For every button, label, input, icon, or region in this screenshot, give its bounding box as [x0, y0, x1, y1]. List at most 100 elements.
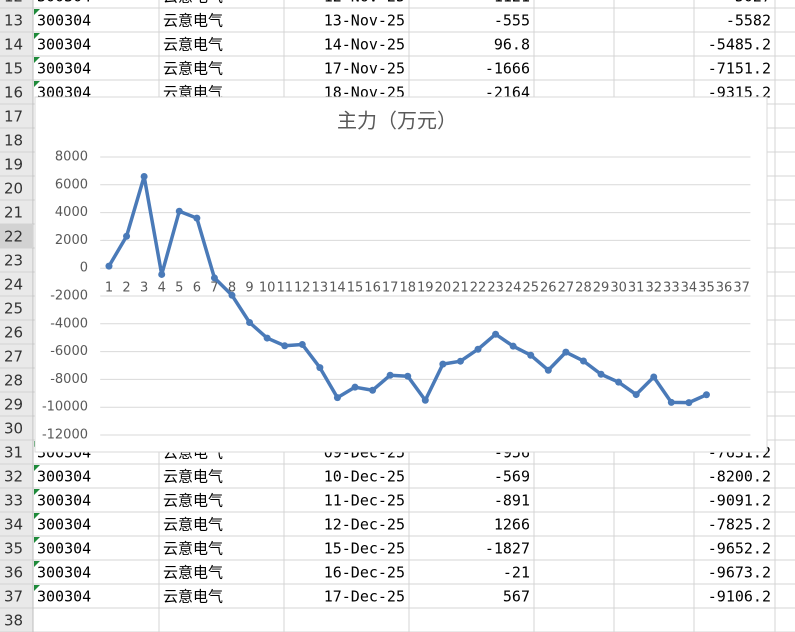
data-point — [193, 214, 201, 222]
data-point — [404, 372, 412, 380]
row-number[interactable]: 37 — [4, 588, 23, 606]
cell-text[interactable]: 16-Dec-25 — [324, 564, 405, 582]
cell-text[interactable]: 300304 — [37, 60, 91, 78]
cell-text[interactable]: 300304 — [37, 588, 91, 606]
row-number[interactable]: 18 — [4, 132, 23, 150]
row-number[interactable]: 15 — [4, 60, 23, 78]
cell-text[interactable]: -7825.2 — [708, 516, 771, 534]
cell-text[interactable]: 云意电气 — [163, 588, 223, 606]
cell-text[interactable]: -5027 — [726, 0, 771, 6]
row-number[interactable]: 29 — [4, 396, 23, 414]
data-point — [210, 274, 218, 282]
chart-area[interactable] — [34, 96, 768, 453]
cell-text[interactable]: 300304 — [37, 12, 91, 30]
row-number[interactable]: 36 — [4, 564, 23, 582]
x-tick-label: 32 — [645, 281, 662, 296]
data-point — [263, 334, 271, 342]
row-number[interactable]: 32 — [4, 468, 23, 486]
cell-text[interactable]: 云意电气 — [163, 516, 223, 534]
row-number[interactable]: 31 — [4, 444, 23, 462]
row-number[interactable]: 24 — [4, 276, 23, 294]
row-number[interactable]: 25 — [4, 300, 23, 318]
cell-text[interactable]: 10-Dec-25 — [324, 468, 405, 486]
cell-text[interactable]: 14-Nov-25 — [324, 36, 405, 54]
x-tick-label: 24 — [505, 281, 522, 296]
cell-text[interactable]: 云意电气 — [163, 36, 223, 54]
cell-text[interactable]: 云意电气 — [163, 492, 223, 510]
y-tick-label: 4000 — [55, 205, 88, 220]
data-point — [439, 360, 447, 368]
cell-text[interactable]: 云意电气 — [163, 564, 223, 582]
text-number-flag — [34, 489, 40, 495]
x-tick-label: 1 — [105, 281, 113, 296]
cell-text[interactable]: 300304 — [37, 516, 91, 534]
cell-text[interactable]: 云意电气 — [163, 12, 223, 30]
cell-text[interactable]: 17-Dec-25 — [324, 588, 405, 606]
cell-text[interactable]: 12-Dec-25 — [324, 516, 405, 534]
row-number[interactable]: 16 — [4, 84, 23, 102]
cell-text[interactable]: -7151.2 — [708, 60, 771, 78]
row-number[interactable]: 17 — [4, 108, 23, 126]
row-number[interactable]: 38 — [4, 612, 23, 630]
row-number[interactable]: 34 — [4, 516, 23, 534]
y-tick-label: 0 — [80, 261, 88, 276]
cell-text[interactable]: -5485.2 — [708, 36, 771, 54]
row-number[interactable]: 30 — [4, 420, 23, 438]
cell-text[interactable]: 300304 — [37, 492, 91, 510]
row-number[interactable]: 22 — [4, 228, 23, 246]
cell-text[interactable]: -569 — [494, 468, 530, 486]
data-point — [175, 207, 183, 215]
cell-text[interactable]: -555 — [494, 12, 530, 30]
row-number[interactable]: 28 — [4, 372, 23, 390]
x-tick-label: 26 — [540, 281, 557, 296]
row-number[interactable]: 23 — [4, 252, 23, 270]
row-number[interactable]: 12 — [4, 0, 23, 6]
cell-text[interactable]: -1827 — [485, 540, 530, 558]
cell-text[interactable]: 云意电气 — [163, 0, 223, 6]
row-number[interactable]: 26 — [4, 324, 23, 342]
cell-text[interactable]: -1666 — [485, 60, 530, 78]
text-number-flag — [34, 9, 40, 15]
cell-text[interactable]: 300304 — [37, 540, 91, 558]
data-point — [632, 391, 640, 399]
cell-text[interactable]: 1266 — [494, 516, 530, 534]
row-number[interactable]: 19 — [4, 156, 23, 174]
cell-text[interactable]: -9091.2 — [708, 492, 771, 510]
row-number[interactable]: 20 — [4, 180, 23, 198]
cell-text[interactable]: 12-Nov-25 — [324, 0, 405, 6]
x-tick-label: 31 — [628, 281, 645, 296]
row-number[interactable]: 33 — [4, 492, 23, 510]
cell-text[interactable]: 300304 — [37, 36, 91, 54]
cell-text[interactable]: 15-Dec-25 — [324, 540, 405, 558]
row-number[interactable]: 13 — [4, 12, 23, 30]
row-number[interactable]: 27 — [4, 348, 23, 366]
cell-text[interactable]: 300304 — [37, 468, 91, 486]
data-point — [597, 370, 605, 378]
cell-text[interactable]: -5582 — [726, 12, 771, 30]
cell-text[interactable]: 300304 — [37, 0, 91, 6]
cell-text[interactable]: -9673.2 — [708, 564, 771, 582]
data-point — [386, 371, 394, 379]
data-point — [158, 270, 166, 278]
cell-text[interactable]: -891 — [494, 492, 530, 510]
x-tick-label: 33 — [663, 281, 680, 296]
cell-text[interactable]: -9652.2 — [708, 540, 771, 558]
x-tick-label: 34 — [681, 281, 698, 296]
cell-text[interactable]: 17-Nov-25 — [324, 60, 405, 78]
cell-text[interactable]: 567 — [503, 588, 530, 606]
cell-text[interactable]: 96.8 — [494, 36, 530, 54]
cell-text[interactable]: -8200.2 — [708, 468, 771, 486]
x-tick-label: 25 — [522, 281, 539, 296]
cell-text[interactable]: -9106.2 — [708, 588, 771, 606]
row-number[interactable]: 14 — [4, 36, 23, 54]
cell-text[interactable]: -21 — [503, 564, 530, 582]
cell-text[interactable]: 云意电气 — [163, 468, 223, 486]
cell-text[interactable]: 13-Nov-25 — [324, 12, 405, 30]
cell-text[interactable]: 11-Dec-25 — [324, 492, 405, 510]
row-number[interactable]: 21 — [4, 204, 23, 222]
cell-text[interactable]: 云意电气 — [163, 60, 223, 78]
row-number[interactable]: 35 — [4, 540, 23, 558]
cell-text[interactable]: 云意电气 — [163, 540, 223, 558]
cell-text[interactable]: 300304 — [37, 564, 91, 582]
